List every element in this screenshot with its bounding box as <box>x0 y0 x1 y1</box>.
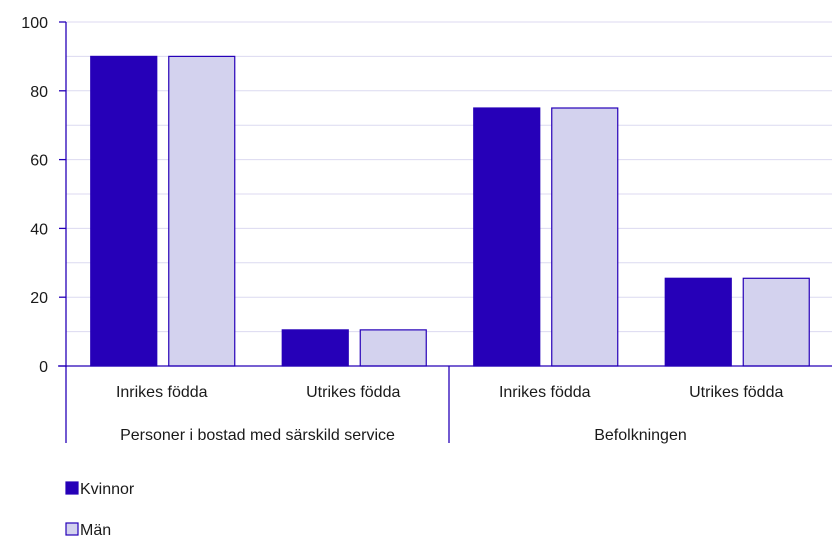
x-tick-labels: Inrikes födda Utrikes födda Inrikes födda U… <box>116 384 784 401</box>
bar-kvinnor-2 <box>473 107 541 367</box>
legend-swatch-1 <box>65 522 79 536</box>
y-tick-label: 80 <box>30 84 48 101</box>
group-labels: Personer i bostad med särskild service Be… <box>65 366 687 444</box>
x-tick-label: Inrikes födda <box>499 384 591 401</box>
y-tick-label: 20 <box>30 290 48 307</box>
bar-kvinnor-0 <box>90 55 158 367</box>
bars <box>90 55 810 367</box>
legend-swatch-0 <box>65 481 79 495</box>
y-tick-labels: 0 20 40 60 80 100 <box>21 15 48 376</box>
x-tick-label: Utrikes födda <box>306 384 400 401</box>
x-tick-label: Utrikes födda <box>689 384 783 401</box>
legend-label: Män <box>80 522 111 539</box>
x-tick-label: Inrikes födda <box>116 384 208 401</box>
legend-label: Kvinnor <box>80 481 135 498</box>
bar-m-n-3 <box>742 277 810 367</box>
y-tick-label: 40 <box>30 221 48 238</box>
bar-kvinnor-3 <box>664 277 732 367</box>
y-tick-label: 60 <box>30 153 48 170</box>
group-label: Personer i bostad med särskild service <box>120 427 395 444</box>
bar-m-n-0 <box>168 55 236 367</box>
bar-m-n-1 <box>359 329 427 367</box>
y-tick-label: 0 <box>39 359 48 376</box>
y-tick-label: 100 <box>21 15 48 32</box>
bar-m-n-2 <box>551 107 619 367</box>
axes <box>58 21 832 367</box>
group-label: Befolkningen <box>594 427 687 444</box>
bar-kvinnor-1 <box>281 329 349 367</box>
legend: Kvinnor Män <box>65 481 135 539</box>
